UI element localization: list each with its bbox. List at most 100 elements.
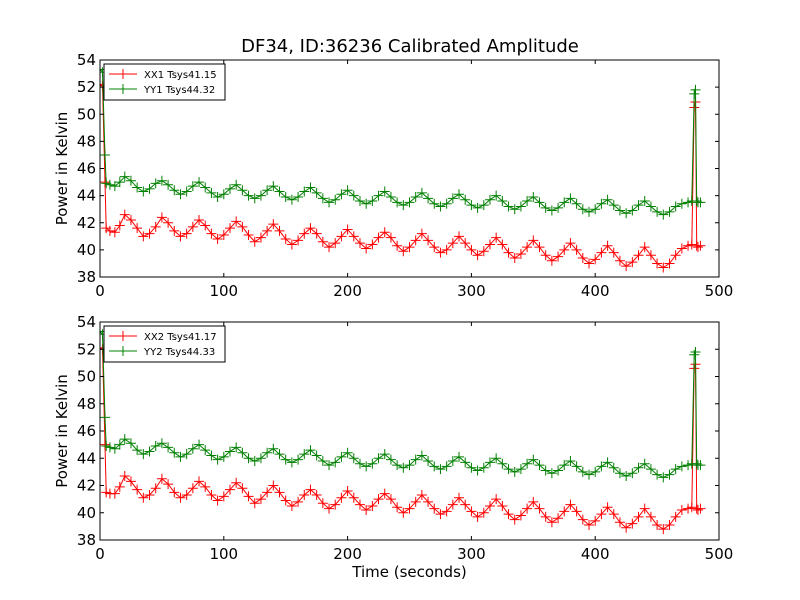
y-tick-label: 40 — [77, 504, 96, 522]
data-point — [614, 468, 625, 479]
data-point — [274, 186, 285, 197]
data-point — [224, 484, 235, 495]
data-point — [379, 488, 390, 499]
data-point — [466, 506, 477, 517]
data-point — [218, 451, 229, 462]
data-point — [348, 453, 359, 464]
data-point — [460, 457, 471, 468]
data-point — [528, 235, 539, 246]
data-point — [324, 460, 335, 471]
data-point — [100, 412, 110, 423]
y-tick-label: 52 — [77, 78, 96, 96]
data-point — [119, 209, 130, 220]
data-point — [491, 453, 502, 464]
data-point — [454, 492, 465, 503]
data-point — [224, 446, 235, 457]
data-point — [633, 200, 644, 211]
data-point — [553, 202, 564, 213]
data-point — [559, 244, 570, 255]
legend-box — [103, 63, 226, 101]
data-point — [354, 499, 365, 510]
data-point — [596, 509, 607, 520]
x-tick-label: 0 — [95, 545, 105, 563]
y-tick-label: 50 — [77, 105, 96, 123]
data-point — [119, 171, 130, 182]
data-point — [125, 175, 136, 186]
data-point — [125, 215, 136, 226]
data-point — [181, 228, 192, 239]
data-point — [324, 197, 335, 208]
data-point — [690, 84, 701, 95]
data-point — [212, 454, 223, 465]
data-point — [156, 175, 167, 186]
data-point — [243, 229, 254, 240]
data-point — [658, 472, 669, 483]
data-point — [627, 205, 638, 216]
data-point — [608, 462, 619, 473]
data-point — [639, 196, 650, 207]
data-point — [398, 507, 409, 518]
x-tick-label: 300 — [457, 545, 486, 563]
data-point — [590, 204, 601, 215]
y-tick-label: 38 — [77, 531, 96, 549]
data-point — [237, 185, 248, 196]
data-point — [109, 488, 120, 499]
y-tick-label: 46 — [77, 160, 96, 178]
data-point — [330, 238, 341, 249]
data-point — [528, 496, 539, 507]
data-point — [447, 455, 458, 466]
data-point — [200, 220, 211, 231]
data-point — [104, 442, 115, 453]
data-point — [416, 187, 427, 198]
data-point — [676, 505, 687, 516]
data-point — [187, 443, 198, 454]
data-point — [100, 439, 110, 450]
data-point — [596, 198, 607, 209]
data-point — [472, 511, 483, 522]
y-tick-label: 42 — [77, 214, 96, 232]
x-tick-label: 100 — [209, 545, 238, 563]
data-point — [460, 499, 471, 510]
data-point — [268, 219, 279, 230]
data-point — [194, 215, 205, 226]
x-tick-label: 500 — [705, 282, 734, 300]
data-point — [109, 181, 120, 192]
data-point — [503, 247, 514, 258]
y-tick-label: 54 — [77, 51, 96, 69]
data-point — [670, 464, 681, 475]
data-point — [373, 232, 384, 243]
data-point — [608, 509, 619, 520]
data-point — [125, 476, 136, 487]
data-point — [571, 244, 582, 255]
data-point — [156, 473, 167, 484]
data-point — [528, 191, 539, 202]
data-point — [627, 468, 638, 479]
data-point — [392, 460, 403, 471]
data-point — [119, 470, 130, 481]
data-point — [144, 446, 155, 457]
data-point — [621, 261, 632, 272]
data-point — [249, 193, 260, 204]
data-point — [540, 250, 551, 261]
data-point — [645, 511, 656, 522]
data-point — [212, 191, 223, 202]
data-point — [317, 498, 328, 509]
data-point — [404, 503, 415, 514]
data-point — [509, 253, 520, 264]
data-point — [385, 454, 396, 465]
data-point — [608, 247, 619, 258]
data-point — [109, 227, 120, 238]
x-tick-label: 400 — [581, 545, 610, 563]
data-point — [138, 231, 149, 242]
data-point — [268, 181, 279, 192]
data-point — [584, 258, 595, 269]
data-point — [398, 200, 409, 211]
data-point — [200, 445, 211, 456]
data-point — [429, 503, 440, 514]
data-point — [293, 496, 304, 507]
data-point — [237, 447, 248, 458]
data-point — [621, 522, 632, 533]
data-point — [522, 242, 533, 253]
data-point — [200, 481, 211, 492]
data-point — [361, 243, 372, 254]
